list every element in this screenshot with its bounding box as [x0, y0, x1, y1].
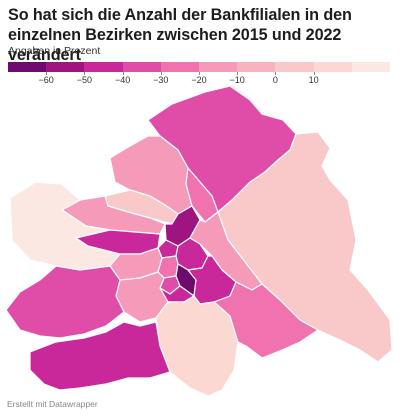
legend-tick-label: −20 [191, 75, 207, 85]
district-simmering[interactable] [213, 281, 319, 359]
legend-color-bar [8, 62, 391, 72]
legend-tick-label: −10 [229, 75, 245, 85]
legend-swatch [199, 62, 238, 72]
legend-tick-label: 10 [308, 75, 319, 85]
legend-swatch [122, 62, 161, 72]
legend-tick [237, 72, 239, 75]
legend-swatch [237, 62, 276, 72]
legend-tick-label: −30 [153, 75, 169, 85]
legend-swatch [84, 62, 123, 72]
legend-tick [275, 72, 277, 75]
legend-tick [46, 72, 48, 75]
map-title: So hat sich die Anzahl der Bankfilialen … [8, 6, 352, 64]
credit-line: Erstellt mit Datawrapper [7, 399, 98, 409]
legend-swatch [160, 62, 200, 72]
legend-tick-label: −50 [76, 75, 93, 85]
district-map [0, 80, 400, 400]
legend-tick [122, 72, 124, 75]
color-legend: −60 −50 −40 −30 −20 −10 0 10 [8, 62, 391, 85]
legend-ticks: −60 −50 −40 −30 −20 −10 0 10 [8, 72, 390, 85]
legend-tick [160, 72, 162, 75]
map-svg [5, 85, 393, 397]
legend-swatch [275, 62, 314, 72]
legend-swatch [351, 62, 391, 72]
legend-tick-label: −40 [114, 75, 131, 85]
legend-tick [199, 72, 200, 75]
legend-swatch [46, 62, 85, 72]
district-liesing[interactable] [29, 321, 171, 391]
legend-tick-label: −60 [38, 75, 54, 85]
legend-tick-label: 0 [272, 75, 278, 85]
map-subtitle: Angaben in Prozent [8, 45, 101, 57]
legend-tick [313, 72, 315, 75]
legend-swatch [313, 62, 352, 72]
district-donaustadt[interactable] [217, 131, 393, 363]
legend-swatch [8, 62, 47, 72]
district-hietzing[interactable] [5, 265, 125, 339]
legend-tick [84, 72, 86, 75]
